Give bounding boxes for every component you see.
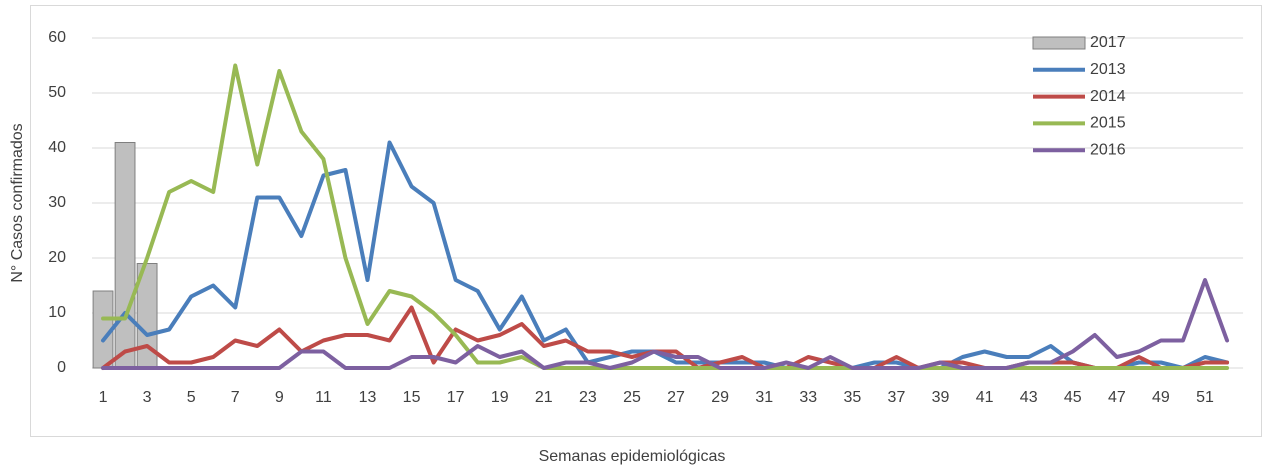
x-tick-label: 7 bbox=[231, 389, 240, 406]
x-tick-label: 35 bbox=[843, 389, 861, 406]
y-tick-label: 60 bbox=[48, 29, 66, 46]
legend-label: 2016 bbox=[1090, 141, 1126, 158]
x-tick-label: 25 bbox=[623, 389, 641, 406]
x-tick-label: 51 bbox=[1196, 389, 1214, 406]
y-tick-label: 30 bbox=[48, 194, 66, 211]
line-series bbox=[101, 63, 1230, 370]
x-tick-label: 1 bbox=[99, 389, 108, 406]
x-tick-label: 29 bbox=[711, 389, 729, 406]
legend-label: 2017 bbox=[1090, 34, 1126, 51]
y-axis-label: N° Casos confirmados bbox=[9, 123, 26, 282]
chart-frame bbox=[30, 5, 1262, 437]
y-tick-label: 0 bbox=[57, 359, 66, 376]
y-tick-label: 50 bbox=[48, 84, 66, 101]
legend-swatch bbox=[1032, 36, 1086, 50]
x-tick-label: 13 bbox=[359, 389, 377, 406]
x-tick-label: 41 bbox=[976, 389, 994, 406]
legend-label: 2013 bbox=[1090, 61, 1126, 78]
bar bbox=[114, 142, 136, 369]
x-tick-label: 19 bbox=[491, 389, 509, 406]
x-tick-label: 33 bbox=[799, 389, 817, 406]
line-series bbox=[101, 278, 1230, 370]
x-tick-label: 45 bbox=[1064, 389, 1082, 406]
x-tick-label: 23 bbox=[579, 389, 597, 406]
x-tick-label: 43 bbox=[1020, 389, 1038, 406]
x-tick-label: 17 bbox=[447, 389, 465, 406]
legend-label: 2014 bbox=[1090, 88, 1126, 105]
x-tick-label: 39 bbox=[932, 389, 950, 406]
line-series bbox=[101, 140, 1230, 370]
legend-label: 2015 bbox=[1090, 115, 1126, 132]
x-tick-label: 31 bbox=[755, 389, 773, 406]
x-tick-label: 15 bbox=[403, 389, 421, 406]
x-tick-label: 3 bbox=[143, 389, 152, 406]
x-tick-label: 37 bbox=[888, 389, 906, 406]
y-tick-label: 40 bbox=[48, 139, 66, 156]
x-axis-label: Semanas epidemiológicas bbox=[539, 448, 726, 465]
x-tick-label: 47 bbox=[1108, 389, 1126, 406]
x-tick-label: 9 bbox=[275, 389, 284, 406]
x-tick-label: 5 bbox=[187, 389, 196, 406]
x-tick-label: 27 bbox=[667, 389, 685, 406]
x-tick-label: 49 bbox=[1152, 389, 1170, 406]
y-tick-label: 10 bbox=[48, 304, 66, 321]
x-tick-label: 11 bbox=[315, 389, 332, 406]
x-tick-label: 21 bbox=[535, 389, 553, 406]
y-tick-label: 20 bbox=[48, 249, 66, 266]
